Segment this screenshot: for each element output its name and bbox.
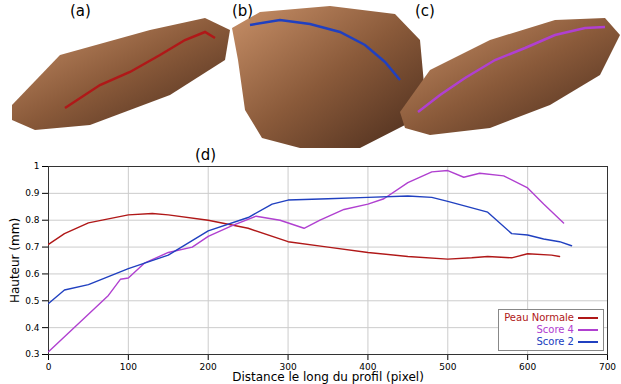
svg-text:0.3: 0.3 (25, 349, 39, 359)
svg-text:Hauteur (mm): Hauteur (mm) (8, 218, 22, 303)
html-text:Peau Normale: Peau Normale (504, 312, 574, 323)
svg-text:200: 200 (200, 362, 217, 372)
html-text:(b): (b) (232, 2, 254, 20)
svg-text:0.5: 0.5 (25, 296, 39, 306)
svg-text:700: 700 (599, 362, 616, 372)
svg-text:0.7: 0.7 (25, 242, 39, 252)
svg-text:400: 400 (359, 361, 377, 372)
svg-text:0.9: 0.9 (25, 188, 40, 198)
svg-text:Distance le long du profil (pi: Distance le long du profil (pixel) (232, 370, 424, 384)
svg-text:500: 500 (439, 362, 456, 372)
svg-text:300: 300 (279, 361, 297, 372)
svg-text:600: 600 (519, 362, 536, 372)
html-text:Score 2: Score 2 (536, 336, 574, 347)
svg-text:100: 100 (120, 362, 137, 372)
svg-text:1: 1 (34, 161, 40, 171)
html-text:(d): (d) (195, 146, 217, 164)
svg-text:0.4: 0.4 (25, 323, 40, 333)
svg-text:0.8: 0.8 (25, 215, 40, 225)
html-text:(c): (c) (415, 2, 435, 20)
svg-text:0.6: 0.6 (25, 269, 40, 279)
html-text:Score 4: Score 4 (536, 324, 574, 335)
svg-text:0: 0 (46, 362, 52, 372)
html-text:(a): (a) (70, 2, 91, 20)
